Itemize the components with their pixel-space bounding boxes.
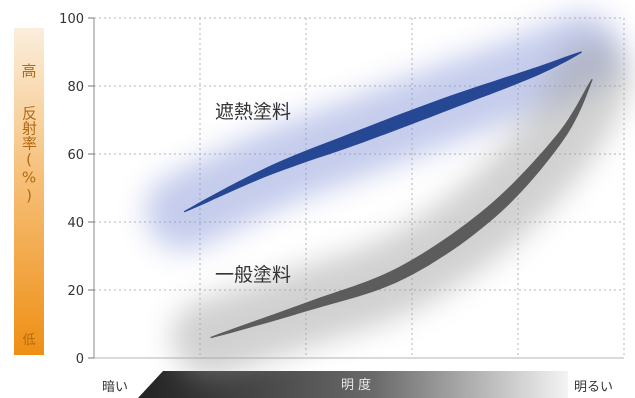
- y-tick-label: 40: [67, 216, 84, 231]
- series-label-heat-shield-paint: 遮熱塗料: [215, 100, 291, 123]
- x-axis-gradient-bar: [138, 371, 568, 398]
- y-tick-label: 60: [67, 148, 84, 163]
- y-tick-label: 100: [59, 12, 84, 27]
- tick-layer: 0 20 40 60 80 100: [59, 12, 94, 367]
- y-axis-label: 反射率(%): [20, 106, 38, 205]
- y-axis-gradient-bar: [14, 28, 44, 355]
- y-tick-label: 20: [67, 284, 84, 299]
- series-label-general-paint: 一般塗料: [215, 263, 291, 286]
- x-high-label: 明るい: [574, 380, 613, 395]
- y-low-label: 低: [22, 333, 35, 348]
- x-low-label: 暗い: [102, 380, 128, 395]
- y-high-label: 高: [21, 62, 36, 80]
- series-layer: [183, 51, 593, 339]
- y-tick-label: 0: [76, 352, 84, 367]
- series-line-heat-shield-paint: [183, 51, 582, 213]
- y-tick-label: 80: [67, 80, 84, 95]
- x-axis-label: 明度: [341, 377, 375, 393]
